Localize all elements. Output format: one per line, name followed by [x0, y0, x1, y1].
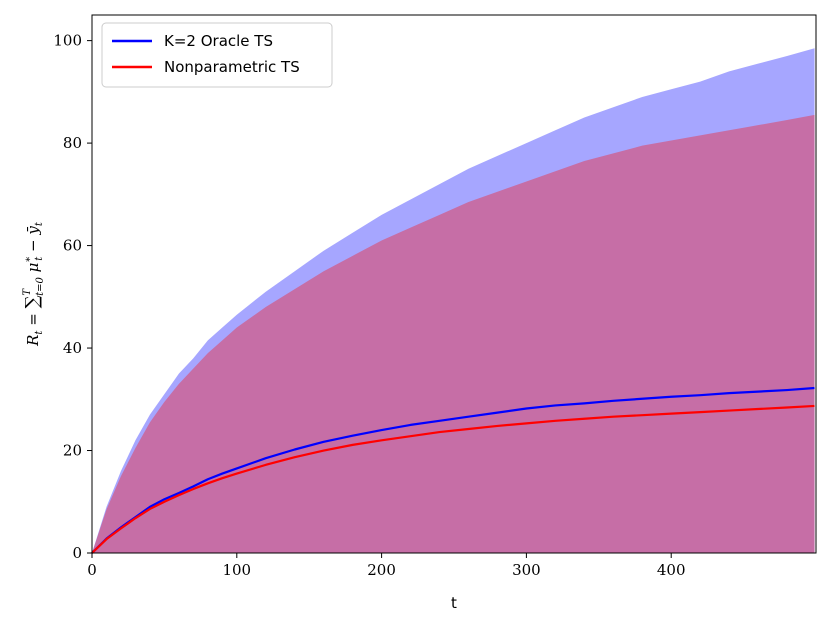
x-axis-label: t [451, 594, 457, 612]
y-tick-label: 40 [63, 339, 82, 357]
x-tick-label: 300 [512, 561, 541, 579]
x-axis-ticks: 0 100 200 300 400 [87, 553, 686, 579]
line-series-1 [91, 404, 815, 554]
y-tick-label: 60 [63, 237, 82, 255]
y-axis-ticks: 0 20 40 60 80 100 [53, 32, 92, 562]
plot-frame [91, 14, 817, 554]
mean-lines [91, 386, 815, 554]
legend-label-0: K=2 Oracle TS [164, 32, 273, 50]
y-tick-label: 100 [53, 32, 82, 50]
line-series-0 [91, 386, 815, 554]
x-tick-label: 400 [657, 561, 686, 579]
x-tick-label: 200 [367, 561, 396, 579]
y-tick-label: 80 [63, 134, 82, 152]
x-tick-label: 0 [87, 561, 97, 579]
legend-box [101, 22, 333, 88]
y-tick-label: 0 [72, 544, 82, 562]
y-axis-label: Rt = ∑T t=0 μ∗t − ȳt [22, 221, 46, 347]
confidence-bands [92, 48, 815, 554]
legend-label-1: Nonparametric TS [164, 58, 300, 76]
x-tick-label: 100 [222, 561, 251, 579]
svg-text:Rt = ∑Tt=0 μ∗t − ȳt: Rt = ∑T t=0 μ∗t − ȳt [22, 221, 46, 347]
legend: K=2 Oracle TS Nonparametric TS [101, 22, 333, 88]
y-tick-label: 20 [63, 442, 82, 460]
band-series-1 [92, 114, 815, 553]
